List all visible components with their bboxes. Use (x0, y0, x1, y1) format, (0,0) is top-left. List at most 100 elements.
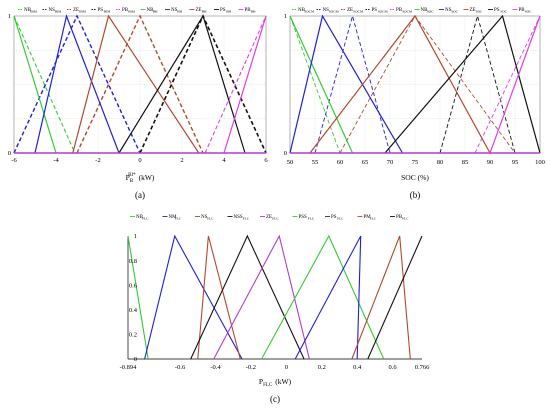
series-nm-solid-1 (144, 234, 243, 360)
legend-label: NS (201, 215, 208, 220)
x-tick-label: 100 (535, 159, 545, 166)
x-tick-label: 2 (180, 157, 183, 164)
series-ns-solid-6 (289, 14, 404, 154)
legend-label-sub: BIM (104, 10, 112, 14)
series-pb-dashed-4 (204, 15, 267, 154)
legend-label: PS (494, 8, 500, 13)
legend-label-sub: SOC (427, 10, 434, 14)
legend-label-sub: FLC (272, 217, 279, 221)
x-tick-label: 0 (138, 157, 141, 164)
y-tick-label: 1 (284, 13, 287, 20)
y-tick-label: 0.6 (129, 282, 138, 289)
x-tick-label: 90 (487, 159, 494, 166)
legend-label-sub: BH (177, 10, 182, 14)
legend-label: PS (331, 215, 337, 220)
x-tick-label: 50 (287, 159, 294, 166)
legend-label-sub: BH (202, 10, 207, 14)
series-ps-solid-8 (118, 14, 246, 154)
x-tick-label: -0.2 (246, 364, 256, 371)
legend-label-sub: FLC (207, 217, 214, 221)
series-nb-solid-0 (127, 235, 149, 360)
x-axis-label: PFLC (kW) (259, 377, 292, 388)
legend-label: NS (171, 8, 178, 13)
legend-label: NS (49, 8, 56, 13)
x-tick-label: 60 (337, 159, 344, 166)
y-tick-label: 0.4 (129, 307, 138, 314)
y-tick-label: 1 (8, 13, 11, 20)
series-ns-dashed-1 (314, 14, 391, 154)
chart-panel-a: -6 -4 -2 0 2 4 6 0 1 NB BIM NS BIM ZE BIM PS BIM PB BIM NB B… (8, 2, 270, 207)
series-pm-solid-7 (351, 235, 411, 360)
series-nb-solid-5 (13, 15, 57, 154)
series-nb-dashed-0 (289, 15, 341, 154)
legend-label-sub: FLC (142, 217, 149, 221)
x-axis-label: SOC (%) (401, 173, 429, 182)
x-tick-label: -6 (11, 157, 17, 164)
legend-label: NB (421, 8, 429, 13)
series-pss-solid-5 (261, 234, 385, 360)
y-tick-label: 0 (8, 150, 11, 157)
legend-label-sub: SOC (476, 10, 483, 14)
legend-label-sub: BH (153, 10, 158, 14)
x-axis-label: PBBI* (kW) (126, 173, 155, 184)
legend-label: NSS (234, 215, 243, 220)
legend-label-sub: SOC (500, 10, 507, 14)
legend-label: PB (122, 8, 129, 13)
legend-label-sub: BH (251, 10, 256, 14)
legend-label-sub: SOCM (402, 10, 413, 14)
y-tick-label: 0 (134, 356, 137, 363)
legend-label-sub: FLC (337, 217, 344, 221)
series-pb-dashed-4 (474, 15, 541, 154)
legend-label: NM (169, 215, 178, 220)
x-tick-label: -2 (95, 157, 100, 164)
x-tick-label: 6 (264, 157, 268, 164)
series-pb-solid-9 (223, 15, 267, 154)
legend-label-sub: SOCM (329, 10, 340, 14)
x-tick-label: 0 (285, 364, 288, 371)
legend-label-sub: FLC (402, 217, 409, 221)
legend-label-sub: FLC (308, 217, 315, 221)
legend-label: NB (136, 215, 144, 220)
series-ze-solid-4 (213, 234, 310, 360)
series-nss-solid-3 (190, 234, 305, 360)
legend-label: NS (445, 8, 452, 13)
y-tick-label: 1 (134, 233, 137, 240)
series-pb-solid-9 (489, 15, 541, 154)
y-tick-label: 0.8 (129, 258, 137, 265)
legend-label: PS (372, 8, 378, 13)
x-tick-label: 95 (512, 159, 519, 166)
chart-svg-c: -0.894 -0.6 -0.4 -0.2 0 0.2 0.4 0.6 0.766 0 0.2 0.4… (120, 215, 430, 404)
legend-label: NS (323, 8, 330, 13)
legend-label-sub: SOCM (353, 10, 364, 14)
legend-label: NB (147, 8, 155, 13)
legend-label: PB (396, 215, 403, 220)
panel-caption: (a) (135, 190, 145, 200)
series-ns-solid-6 (34, 13, 120, 154)
x-tick-label: 0.4 (353, 364, 362, 371)
x-tick-label: 4 (222, 157, 226, 164)
legend-label: ZE (347, 8, 353, 13)
chart-panel-c: -0.894 -0.6 -0.4 -0.2 0 0.2 0.4 0.6 0.766 0 0.2 0.4… (112, 209, 438, 407)
legend-label: PB (396, 8, 403, 13)
legend-label-sub: FLC (243, 217, 250, 221)
legend-label-sub: BIM (128, 10, 136, 14)
x-tick-label: -0.894 (120, 364, 138, 371)
x-tick-label: -4 (53, 157, 59, 164)
y-tick-label: 0 (284, 150, 287, 157)
legend-label: PS (220, 8, 226, 13)
series-nb-solid-5 (289, 15, 354, 154)
legend-label: PM (364, 215, 372, 220)
x-tick-label: 80 (437, 159, 444, 166)
series-ze-solid-7 (309, 14, 491, 154)
x-tick-label: -0.4 (210, 364, 221, 371)
series-ps-solid-6 (294, 235, 362, 360)
panel-caption: (c) (270, 394, 280, 404)
series-ps-dashed-3 (439, 14, 516, 154)
legend-label: PB (519, 8, 526, 13)
legend-label-sub: SOC (451, 10, 458, 14)
legend-label: PB (245, 8, 252, 13)
x-tick-label: 0.766 (415, 364, 430, 371)
legend-label: ZE (73, 8, 79, 13)
series-pb-solid-8 (367, 235, 423, 360)
series-ze-dashed-2 (76, 14, 204, 154)
